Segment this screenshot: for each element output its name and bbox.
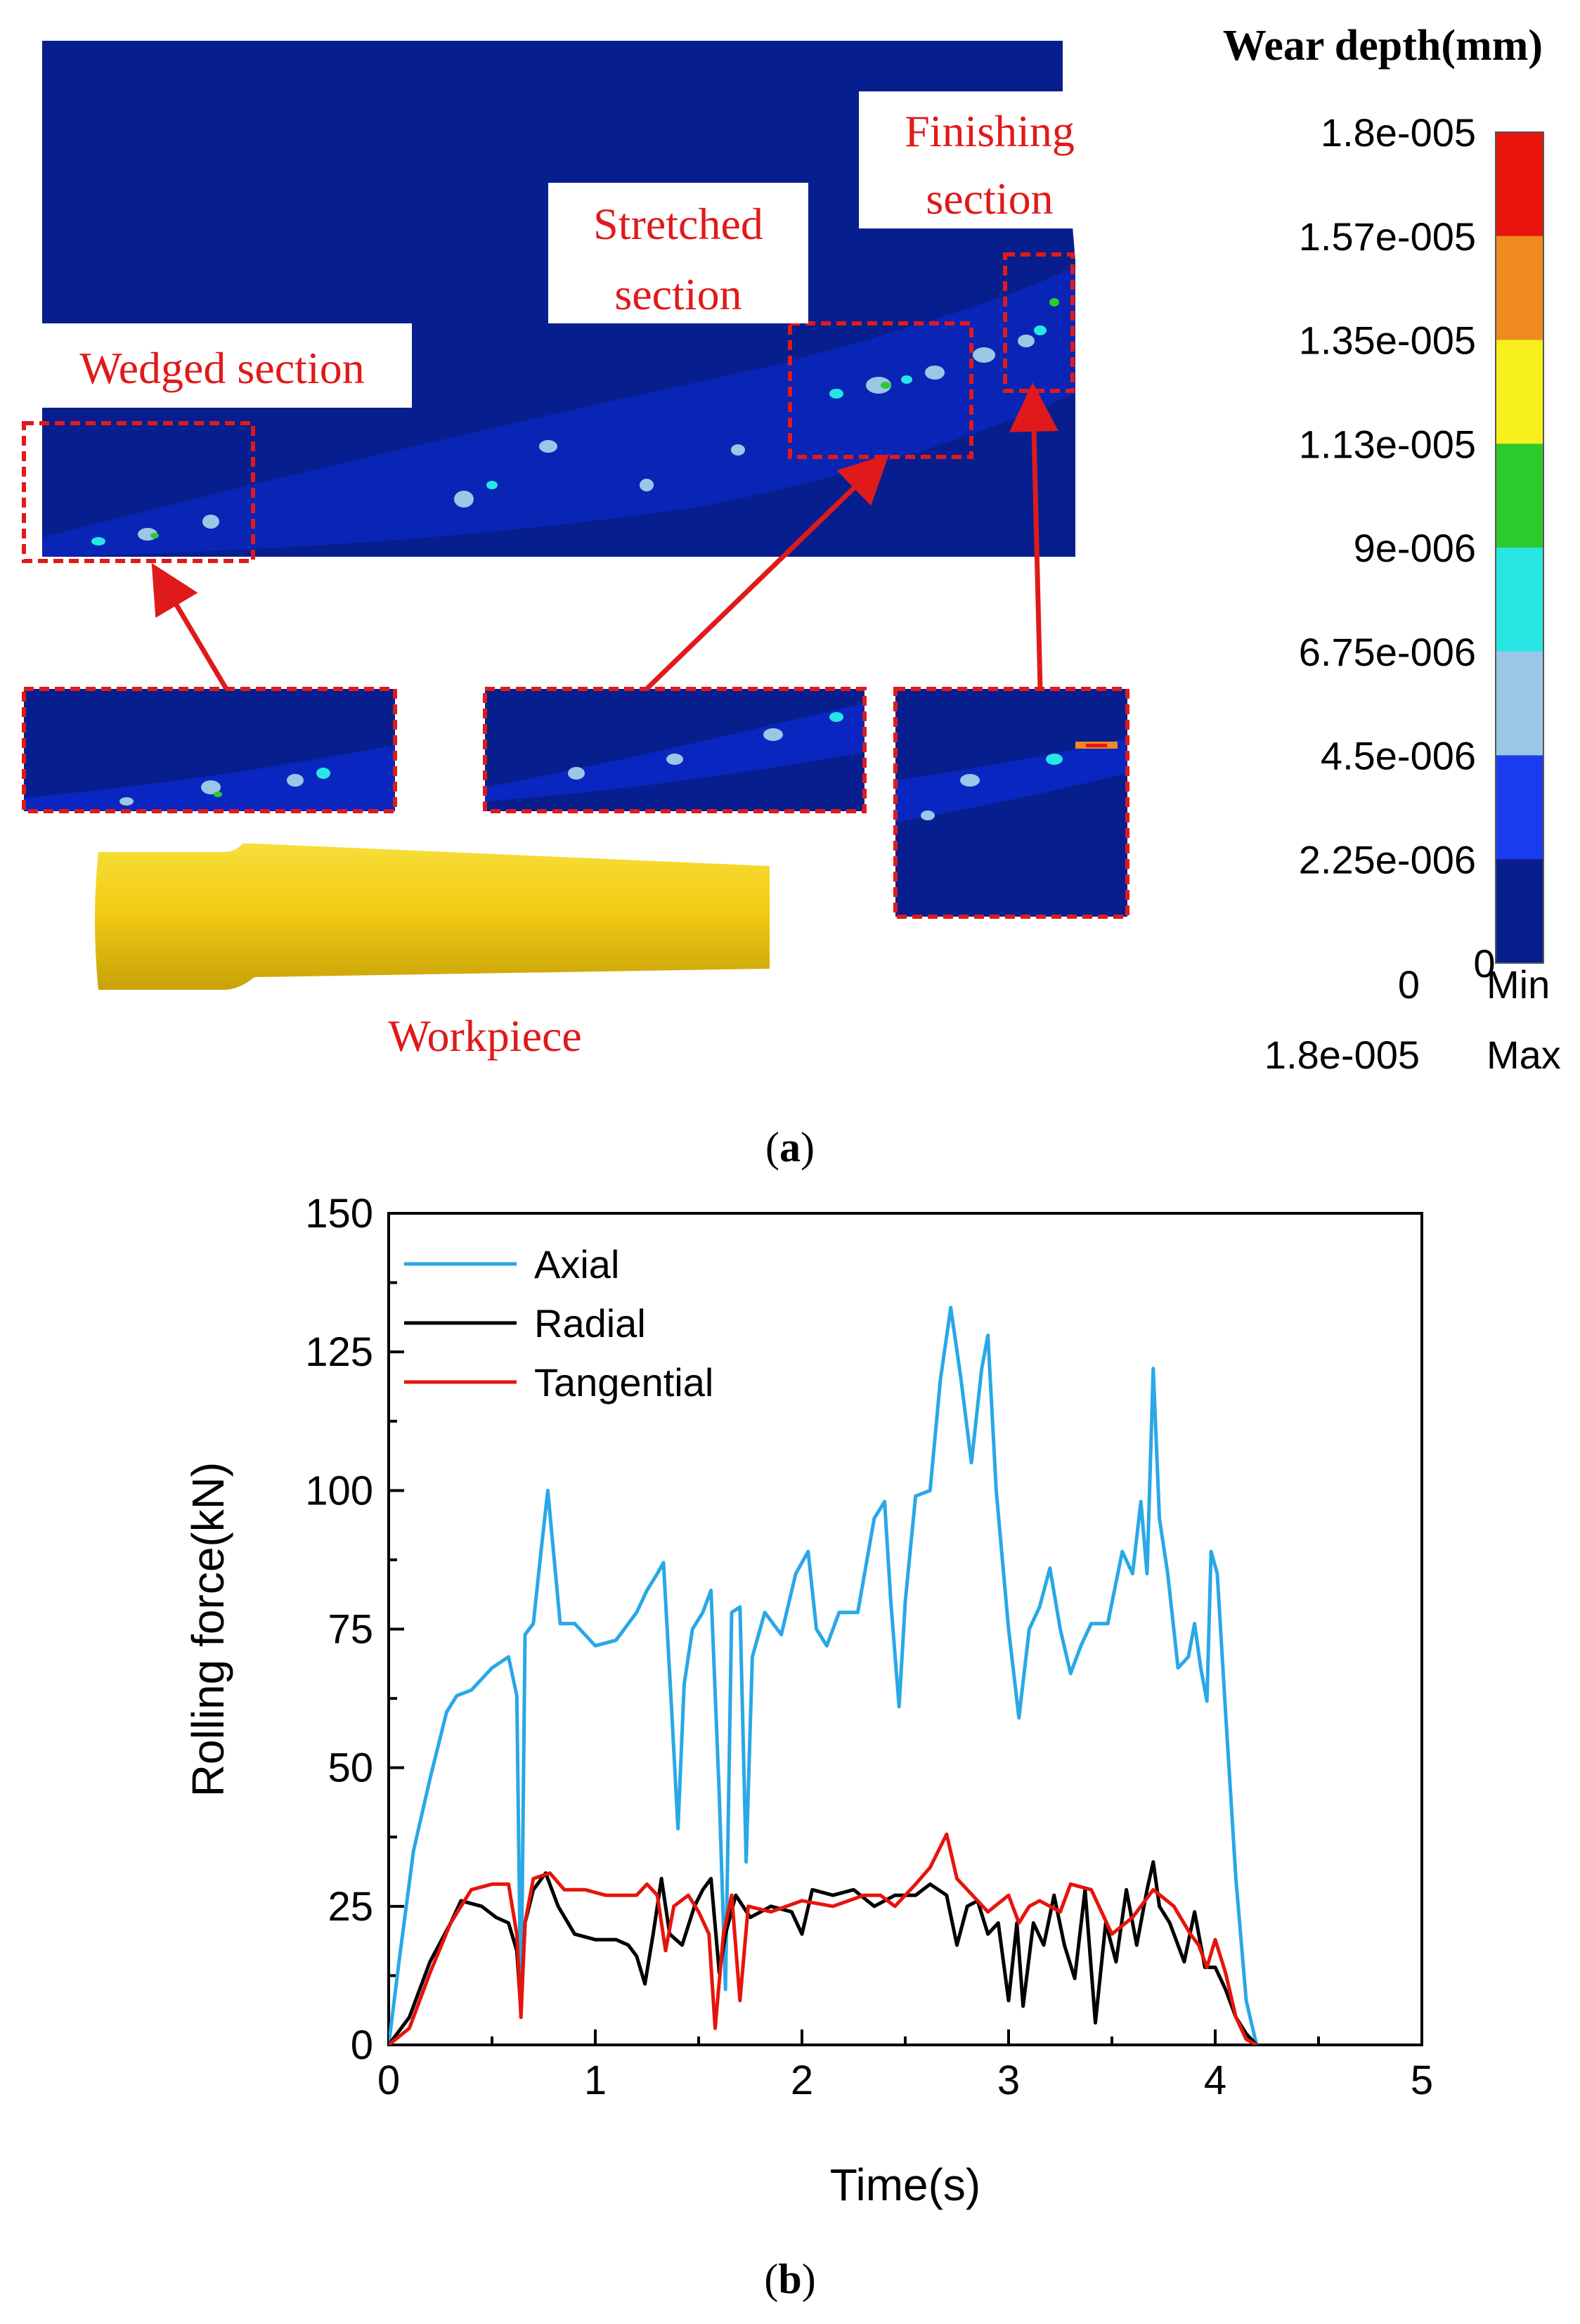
wedged-arrow xyxy=(151,562,229,690)
y-tick-label: 100 xyxy=(305,1468,373,1513)
finishing-section-label-line2: section xyxy=(926,174,1053,224)
stretched-zoom-inset xyxy=(483,687,867,813)
stretched-arrow xyxy=(645,453,890,691)
panel-a-caption: (a) xyxy=(765,1124,815,1170)
y-axis-title: Rolling force(kN) xyxy=(183,1462,233,1797)
axis-ticks xyxy=(387,1212,1423,2046)
legend-title: Wear depth(mm) xyxy=(1223,22,1543,70)
y-tick-label: 125 xyxy=(305,1329,373,1375)
legend-max-label: Max xyxy=(1487,1033,1561,1077)
y-tick-label: 150 xyxy=(305,1191,373,1237)
legend-level-label: 1.35e-005 xyxy=(1299,318,1476,363)
series-line-tangential xyxy=(389,1832,1257,2045)
legend-level-label: 1.13e-005 xyxy=(1299,422,1476,466)
legend-level-label: 0 xyxy=(1473,941,1495,986)
zoom-arrows xyxy=(151,382,1059,691)
legend-band xyxy=(1496,651,1543,756)
legend-level-label: 9e-006 xyxy=(1354,526,1476,570)
y-tick-label: 50 xyxy=(328,1745,373,1791)
panel-a: Wedged section Stretched section Finishi… xyxy=(22,22,1561,1170)
wear-depth-legend: Wear depth(mm) 1.8e-005 1.57e-005 1.35e-00… xyxy=(1223,22,1561,1077)
legend-band xyxy=(1496,548,1543,652)
workpiece-label: Workpiece xyxy=(388,1011,582,1061)
legend-min-label: Min xyxy=(1487,962,1550,1007)
legend-label-axial: Axial xyxy=(534,1242,619,1286)
legend-band xyxy=(1496,340,1543,444)
wedged-section-label: Wedged section xyxy=(79,343,364,393)
legend-max-value: 1.8e-005 xyxy=(1264,1033,1420,1077)
legend-level-label: 4.5e-006 xyxy=(1321,734,1476,778)
legend-bar-border xyxy=(1495,131,1544,964)
legend-min-value: 0 xyxy=(1398,962,1420,1007)
series-lines xyxy=(389,1305,1259,2045)
x-tick-label: 5 xyxy=(1411,2058,1433,2103)
x-tick-label: 4 xyxy=(1204,2058,1226,2103)
x-tick-label: 2 xyxy=(791,2058,813,2103)
series-line-axial xyxy=(389,1305,1259,2045)
panel-b: 0 1 2 3 4 5 0 25 50 75 100 125 150 Axial Radial Tange… xyxy=(183,1191,1433,2302)
legend-color-bar xyxy=(1495,131,1544,964)
finishing-arrow xyxy=(1009,382,1059,690)
legend-level-label: 6.75e-006 xyxy=(1299,630,1476,674)
x-tick-label: 3 xyxy=(997,2058,1020,2103)
y-tick-label: 75 xyxy=(328,1607,373,1653)
wedged-highlight-box xyxy=(22,421,255,563)
y-tick-label: 25 xyxy=(328,1884,373,1930)
x-axis-title: Time(s) xyxy=(830,2160,980,2210)
legend-level-label: 1.57e-005 xyxy=(1299,214,1476,259)
legend-level-label: 2.25e-006 xyxy=(1299,837,1476,882)
workpiece-shape xyxy=(95,844,770,990)
legend-band xyxy=(1496,444,1543,548)
legend-band xyxy=(1496,859,1543,964)
legend-band xyxy=(1496,235,1543,340)
legend-band xyxy=(1496,755,1543,860)
panel-b-caption: (b) xyxy=(764,2256,815,2302)
legend-label-tangential: Tangential xyxy=(534,1360,713,1405)
stretched-section-label-line2: section xyxy=(614,269,742,319)
finishing-zoom-inset xyxy=(893,687,1129,919)
legend-level-label: 1.8e-005 xyxy=(1321,110,1476,155)
legend-band xyxy=(1496,132,1543,237)
finishing-section-label-line1: Finishing xyxy=(905,106,1075,156)
y-tick-label: 0 xyxy=(351,2022,373,2068)
x-tick-label: 0 xyxy=(377,2058,400,2103)
x-tick-label: 1 xyxy=(584,2058,607,2103)
legend-label-radial: Radial xyxy=(534,1301,646,1345)
stretched-section-label-line1: Stretched xyxy=(593,199,763,249)
wedged-zoom-inset xyxy=(22,687,397,813)
